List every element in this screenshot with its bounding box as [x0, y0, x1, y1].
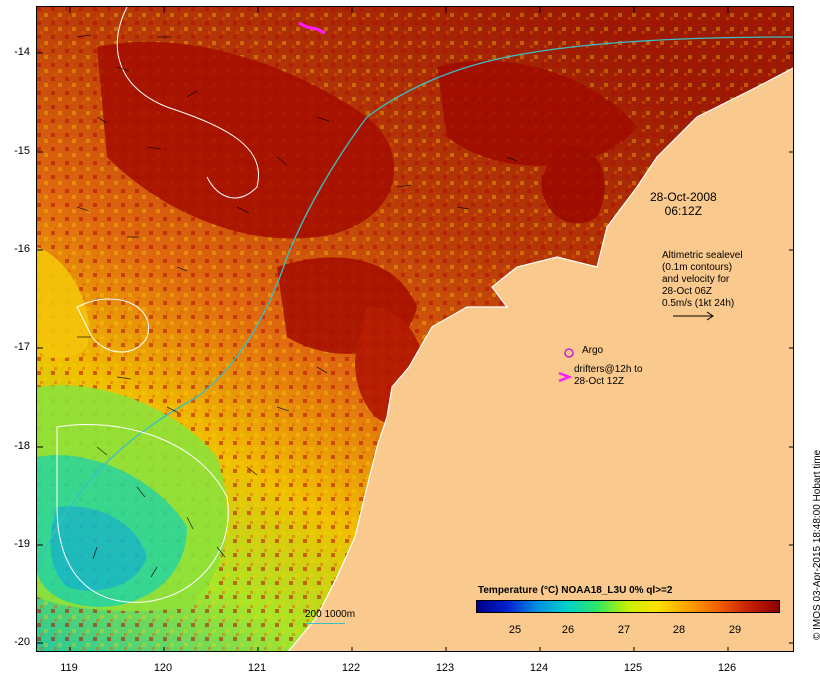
altimetric-line: and velocity for [662, 274, 730, 285]
x-tick-label: 120 [153, 662, 173, 674]
colorbar-tick: 27 [617, 624, 631, 636]
depth-scale-label: 200 1000m [305, 609, 356, 620]
x-tick-label: 124 [529, 662, 549, 674]
x-tick-label: 123 [435, 662, 455, 674]
altimetric-note: Altimetric sealevel (0.1m contours) and … [662, 250, 743, 310]
y-tick-label: -15 [14, 145, 30, 157]
depth-scale-line [305, 623, 345, 624]
x-tick-label: 122 [341, 662, 361, 674]
isobath-contour [37, 36, 793, 568]
cool-water-region [37, 247, 227, 612]
y-tick-label: -17 [14, 341, 30, 353]
colorbar-tick: 29 [728, 624, 742, 636]
argo-legend-label: Argo [582, 345, 604, 356]
drifters-line: 28-Oct 12Z [574, 376, 625, 387]
timestamp-date: 28-Oct-2008 [650, 190, 717, 204]
sealevel-contours [56, 7, 259, 603]
drifter-symbol [558, 371, 573, 383]
x-tick-label: 125 [623, 662, 643, 674]
y-tick-label: -20 [14, 636, 30, 648]
drifters-line: drifters@12h to [574, 364, 643, 375]
y-tick-label: -16 [14, 243, 30, 255]
velocity-arrows [76, 34, 518, 578]
altimetric-line: 28-Oct 06Z [662, 286, 713, 297]
argo-symbol [564, 348, 574, 358]
colorbar-tick: 26 [561, 624, 575, 636]
warm-water-patches [97, 41, 637, 426]
altimetric-line: (0.1m contours) [662, 262, 733, 273]
colorbar-title: Temperature (°C) NOAA18_L3U 0% ql>=2 [478, 585, 673, 596]
coastline [287, 67, 793, 651]
drifters-legend-label: drifters@12h to 28-Oct 12Z [574, 364, 643, 388]
y-tick-label: -19 [14, 538, 30, 550]
map-canvas [37, 7, 793, 651]
colorbar-tick: 25 [508, 624, 522, 636]
temperature-colorbar [476, 600, 780, 613]
colorbar-tick: 28 [672, 624, 686, 636]
land-mass [288, 68, 793, 651]
timestamp-annotation: 28-Oct-2008 06:12Z [650, 190, 717, 218]
axis-ticks [37, 7, 793, 651]
x-tick-label: 119 [60, 662, 78, 674]
y-tick-label: -14 [14, 46, 30, 58]
altimetric-line: 0.5m/s (1kt 24h) [662, 298, 735, 309]
x-tick-label: 121 [247, 662, 267, 674]
y-tick-label: -18 [14, 440, 30, 452]
timestamp-time: 06:12Z [664, 204, 703, 218]
x-tick-label: 126 [717, 662, 737, 674]
drifter-track [298, 21, 326, 35]
sst-map [36, 6, 794, 652]
altimetric-line: Altimetric sealevel [662, 250, 743, 261]
velocity-scale-arrow [673, 311, 714, 321]
credit-text: © IMOS 03-Apr-2015 18:48:00 Hobart time [812, 449, 820, 640]
